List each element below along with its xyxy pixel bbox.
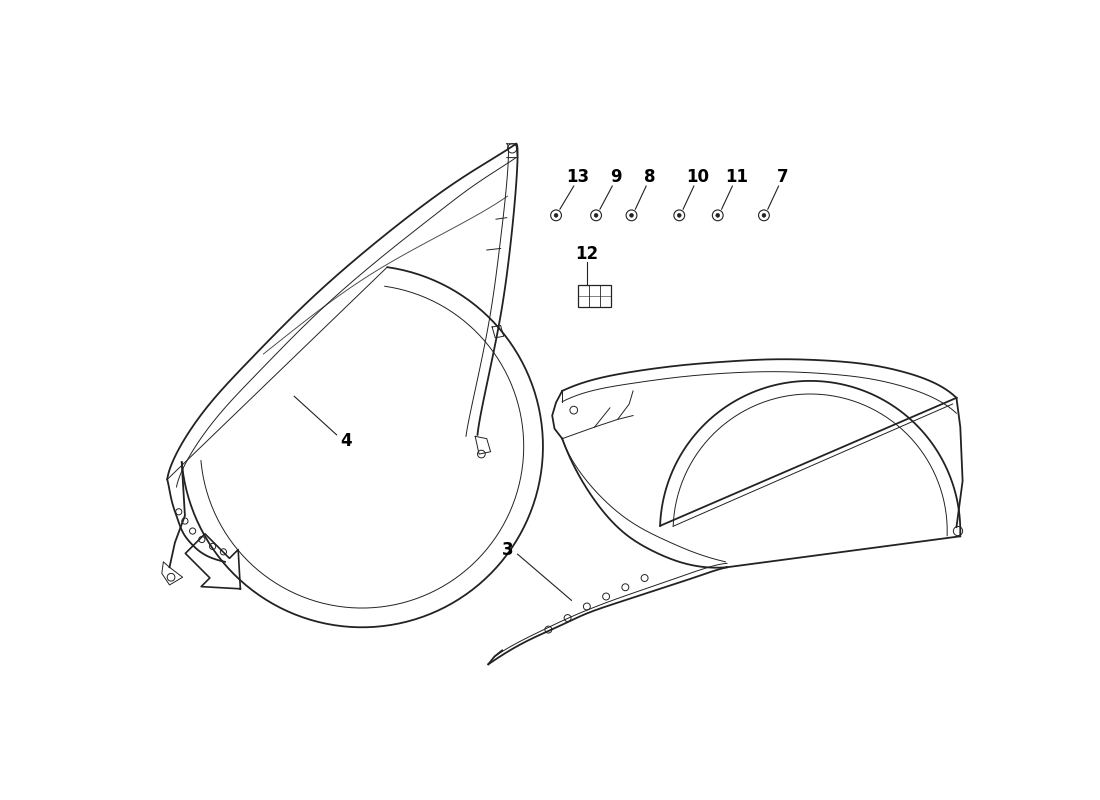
Text: 9: 9: [610, 168, 621, 186]
Bar: [579, 286, 610, 307]
Text: 10: 10: [686, 168, 710, 186]
Text: 11: 11: [725, 168, 748, 186]
Text: 3: 3: [502, 542, 514, 559]
Text: 4: 4: [341, 432, 352, 450]
Circle shape: [716, 214, 719, 218]
Text: 12: 12: [575, 245, 598, 263]
Text: 13: 13: [566, 168, 590, 186]
Circle shape: [554, 214, 558, 218]
Text: 8: 8: [645, 168, 656, 186]
Circle shape: [629, 214, 634, 218]
Circle shape: [762, 214, 766, 218]
Circle shape: [678, 214, 681, 218]
Text: 7: 7: [777, 168, 789, 186]
Circle shape: [594, 214, 598, 218]
